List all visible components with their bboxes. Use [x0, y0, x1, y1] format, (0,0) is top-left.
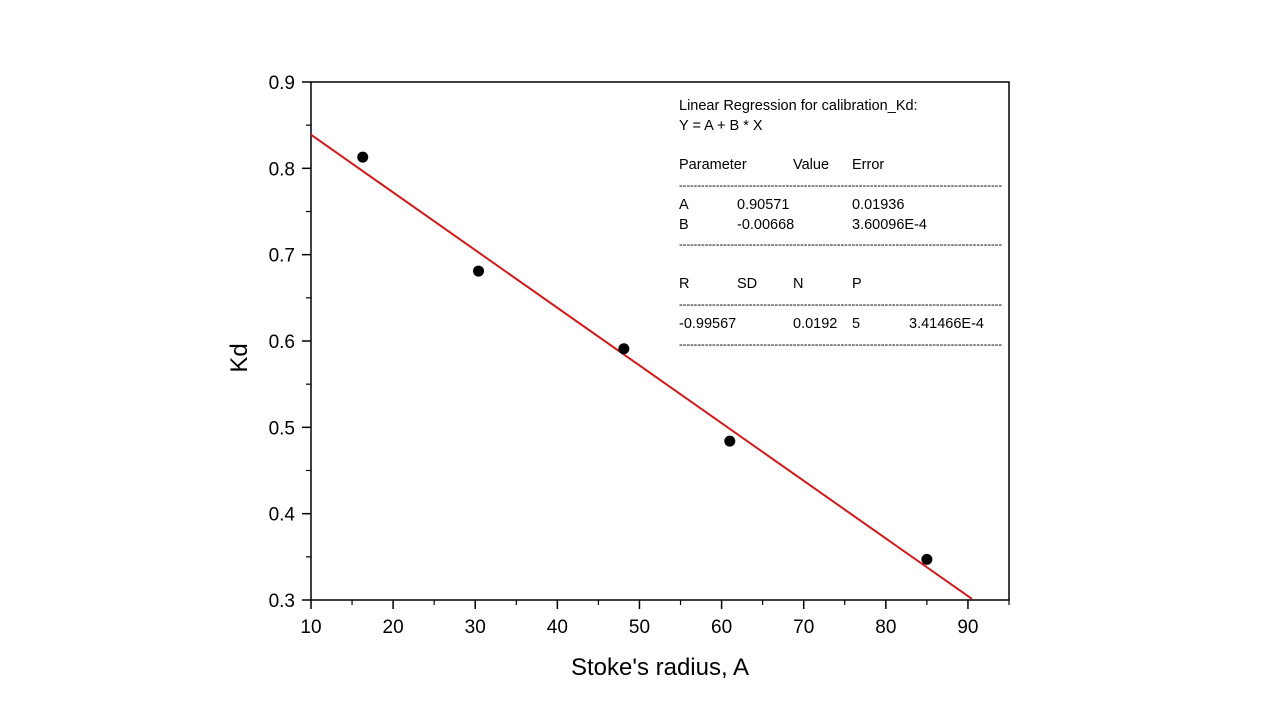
separator-line: ----------------------------------------… [679, 237, 1002, 251]
data-point [357, 151, 369, 163]
data-points [357, 151, 933, 565]
x-tick-label: 90 [957, 617, 978, 638]
stats-r-value: -0.99567 [679, 316, 736, 332]
stats-sd-value: 0.0192 [793, 316, 837, 332]
annotation-equation: Y = A + B * X [679, 118, 763, 134]
stats-header-sd: SD [737, 276, 757, 292]
y-tick-label: 0.4 [269, 505, 296, 526]
x-axis-title: Stoke's radius, A [571, 654, 749, 681]
param-header-error: Error [852, 157, 884, 173]
param-b-name: B [679, 217, 689, 233]
x-tick-label: 50 [629, 617, 650, 638]
param-header-parameter: Parameter [679, 157, 747, 173]
stats-n-value: 5 [852, 316, 860, 332]
x-tick-label: 70 [793, 617, 814, 638]
annotation-title: Linear Regression for calibration_Kd: [679, 98, 918, 114]
regression-fit-line [310, 133, 973, 600]
x-tick-label: 30 [465, 617, 486, 638]
separator-line: ----------------------------------------… [679, 337, 1002, 351]
axis-ticks [302, 81, 1010, 609]
param-b-value: -0.00668 [737, 217, 794, 233]
param-b-error: 3.60096E-4 [852, 217, 927, 233]
param-a-value: 0.90571 [737, 197, 789, 213]
stats-header-n: N [793, 276, 803, 292]
y-axis-title: Kd [226, 343, 253, 372]
y-tick-label: 0.8 [269, 159, 295, 180]
regression-annotation: Linear Regression for calibration_Kd: Y … [679, 98, 1002, 351]
y-tick-label: 0.7 [269, 246, 295, 267]
stats-header-r: R [679, 276, 689, 292]
param-header-value: Value [793, 157, 829, 173]
separator-line: ----------------------------------------… [679, 297, 1002, 311]
stats-header-p: P [852, 276, 862, 292]
y-tick-label: 0.5 [269, 418, 295, 439]
data-point [921, 553, 933, 565]
y-tick-label: 0.3 [269, 591, 295, 612]
x-tick-label: 10 [300, 617, 321, 638]
data-point [473, 265, 485, 277]
y-tick-label: 0.6 [269, 332, 295, 353]
param-a-name: A [679, 197, 689, 213]
x-tick-label: 40 [547, 617, 568, 638]
stats-p-value: 3.41466E-4 [909, 316, 984, 332]
y-tick-label: 0.9 [269, 73, 295, 94]
x-tick-label: 20 [383, 617, 404, 638]
separator-line: ----------------------------------------… [679, 178, 1002, 192]
tick-labels: 10 20 30 40 50 60 70 80 90 0.3 0.4 0.5 0.6 0.7 0.8 0.9 [269, 73, 979, 638]
x-tick-label: 80 [875, 617, 896, 638]
data-point [724, 435, 736, 447]
x-tick-label: 60 [711, 617, 732, 638]
data-point [618, 343, 630, 355]
param-a-error: 0.01936 [852, 197, 904, 213]
